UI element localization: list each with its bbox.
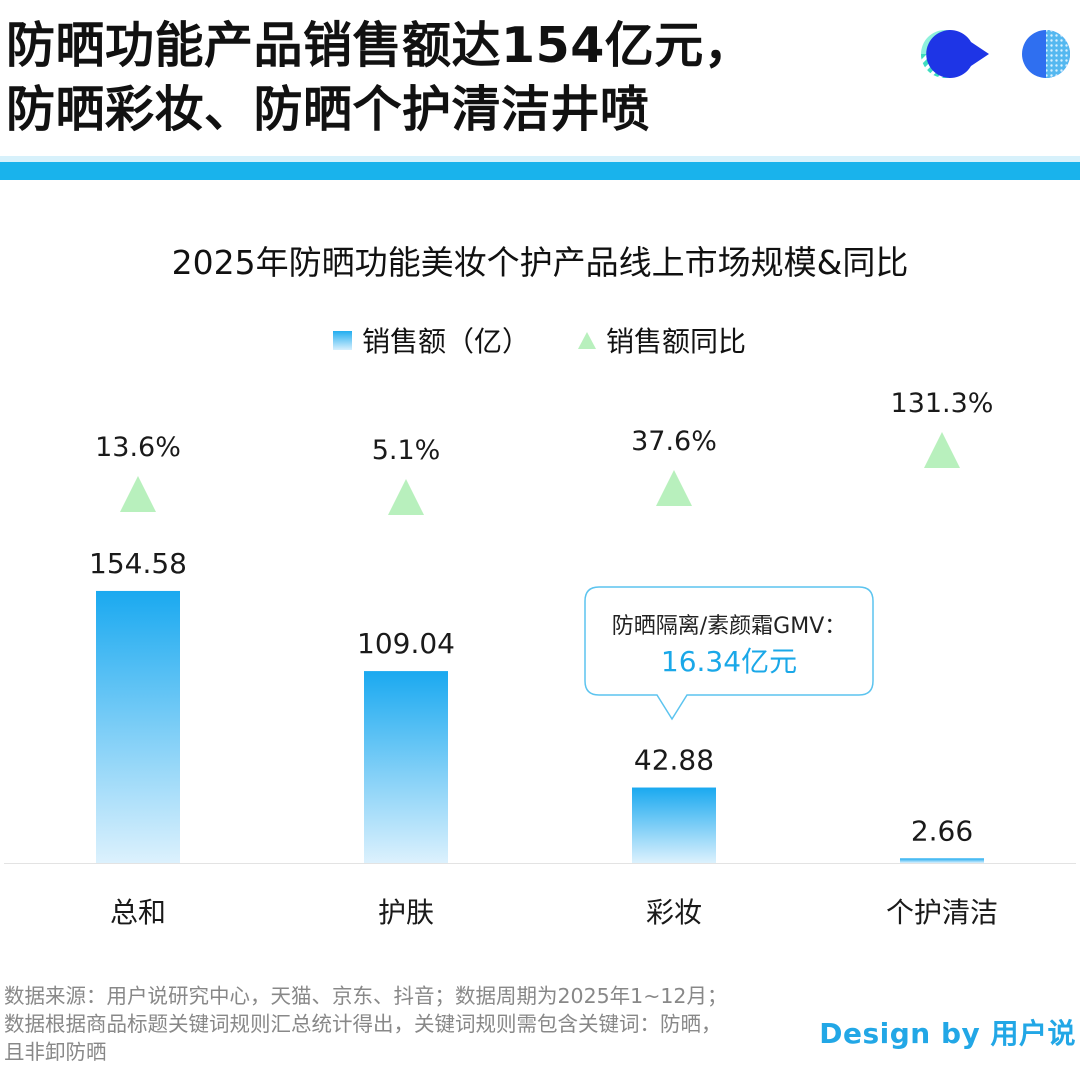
chart-title: 2025年防晒功能美妆个护产品线上市场规模&同比 (171, 243, 909, 282)
x-tick-label: 个护清洁 (886, 896, 998, 929)
headline-line-2: 防晒彩妆、防晒个护清洁井喷 (6, 81, 650, 138)
legend-bar-swatch (333, 330, 352, 350)
source-note: 数据来源：用户说研究中心，天猫、京东、抖音；数据周期为2025年1~12月；数据… (4, 984, 728, 1064)
bar-总和 (96, 590, 180, 863)
yoy-value-label: 37.6% (631, 426, 717, 457)
bar-彩妆 (632, 787, 716, 863)
yoy-marker (656, 470, 692, 506)
yoy-marker (120, 476, 156, 512)
x-tick-label: 总和 (110, 896, 166, 929)
yoy-value-label: 131.3% (891, 388, 994, 419)
bar-value-label: 42.88 (634, 744, 714, 777)
bar-护肤 (364, 671, 448, 863)
dotted-circle-icon (1022, 30, 1070, 78)
yoy-marker (924, 432, 960, 468)
brand-logo (919, 28, 1074, 82)
yoy-value-label: 13.6% (95, 432, 181, 463)
callout-value: 16.34亿元 (660, 645, 798, 678)
yoy-marker (388, 479, 424, 515)
chart-plot: 154.58 总和 13.6% 109.04 护肤 5.1% 42.88 彩妆 37.6% 2.6… (4, 388, 1076, 929)
bar-value-label: 154.58 (89, 547, 187, 580)
callout-bubble (584, 586, 874, 721)
headline: 防晒功能产品销售额达154亿元， 防晒彩妆、防晒个护清洁井喷 (6, 14, 866, 142)
legend-label-sales: 销售额（亿） (362, 325, 531, 358)
callout-label: 防晒隔离/素颜霜GMV： (611, 614, 847, 639)
bar-value-label: 109.04 (357, 627, 455, 660)
design-credit: Design by 用户说 (819, 1017, 1076, 1050)
legend-item-yoy: 销售额同比 (578, 320, 746, 360)
bar-value-label: 2.66 (911, 814, 973, 847)
chart-legend: 销售额（亿） 销售额同比 (0, 320, 1080, 360)
legend-item-sales: 销售额（亿） (333, 320, 530, 360)
header-divider-band (0, 156, 1080, 180)
legend-triangle-icon (578, 331, 596, 349)
x-tick-label: 护肤 (378, 896, 434, 929)
x-tick-label: 彩妆 (646, 896, 702, 929)
pacman-icon (926, 29, 993, 78)
bar-个护清洁 (900, 858, 984, 863)
headline-line-1: 防晒功能产品销售额达154亿元， (6, 17, 754, 74)
annotation-callout: 防晒隔离/素颜霜GMV： 16.34亿元 (584, 586, 874, 721)
yoy-value-label: 5.1% (372, 435, 441, 466)
legend-label-yoy: 销售额同比 (606, 325, 747, 358)
